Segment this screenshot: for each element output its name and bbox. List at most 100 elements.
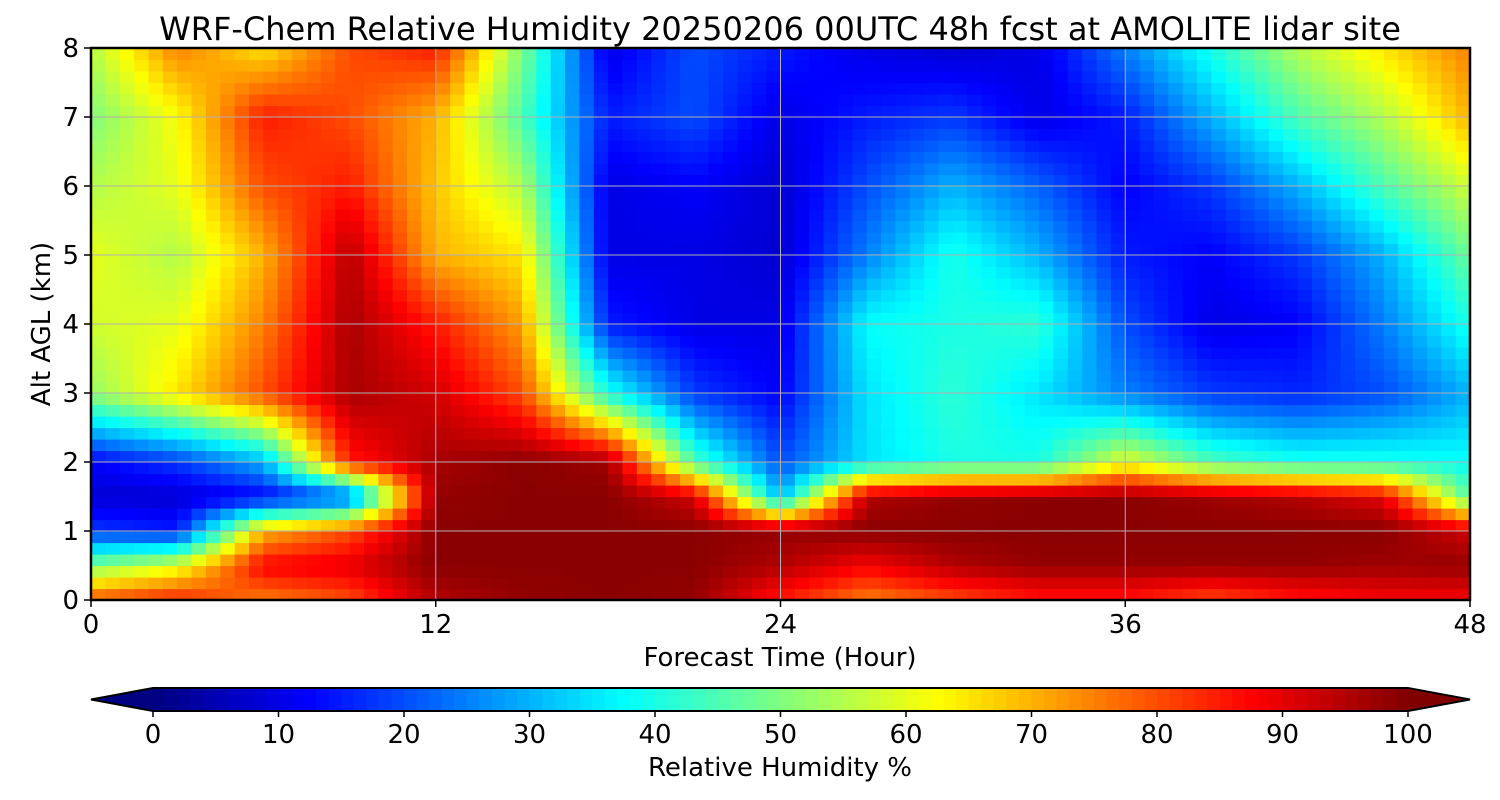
heatmap-cell [306, 48, 322, 61]
heatmap-cell [1039, 71, 1055, 84]
heatmap-cell [1455, 48, 1470, 61]
heatmap-cell [249, 393, 264, 406]
colorbar-tick-label: 60 [889, 720, 922, 750]
heatmap-cell [1039, 197, 1055, 210]
heatmap-cell [1398, 439, 1414, 452]
heatmap-cell [1283, 105, 1299, 118]
heatmap-cell [593, 508, 609, 521]
heatmap-cell [1067, 554, 1083, 567]
heatmap-cell [1383, 255, 1399, 268]
heatmap-cell [694, 565, 710, 578]
heatmap-cell [981, 565, 997, 578]
heatmap-cell [521, 243, 537, 256]
heatmap-cell [823, 220, 839, 233]
heatmap-cell [766, 105, 782, 118]
heatmap-cell [593, 278, 609, 291]
heatmap-cell [493, 335, 509, 348]
heatmap-cell [1082, 554, 1098, 567]
heatmap-cell [1211, 542, 1227, 555]
heatmap-cell [464, 174, 480, 187]
heatmap-cell [1355, 554, 1371, 567]
heatmap-cell [378, 496, 394, 509]
heatmap-cell [1225, 301, 1241, 314]
heatmap-cell [1225, 117, 1241, 130]
heatmap-cell [679, 347, 695, 360]
heatmap-cell [249, 335, 264, 348]
heatmap-cell [1398, 243, 1414, 256]
heatmap-cell [593, 531, 609, 544]
heatmap-cell [1412, 416, 1428, 429]
heatmap-cell [249, 312, 264, 325]
heatmap-cell [205, 312, 221, 325]
heatmap-cell [493, 255, 509, 268]
heatmap-cell [320, 335, 336, 348]
heatmap-cell [191, 577, 207, 590]
heatmap-cell [924, 554, 940, 567]
heatmap-cell [636, 335, 652, 348]
heatmap-cell [881, 232, 897, 245]
heatmap-cell [665, 266, 681, 279]
heatmap-cell [478, 128, 494, 141]
heatmap-cell [277, 565, 293, 578]
heatmap-cell [1455, 335, 1470, 348]
heatmap-cell [407, 255, 422, 268]
heatmap-cell [1139, 370, 1155, 383]
heatmap-cell [837, 508, 853, 521]
heatmap-cell [1110, 94, 1126, 107]
heatmap-cell [1240, 209, 1256, 222]
heatmap-cell [823, 324, 839, 337]
heatmap-cell [263, 197, 279, 210]
heatmap-cell [205, 393, 221, 406]
heatmap-cell [363, 554, 379, 567]
heatmap-cell [91, 565, 106, 578]
heatmap-cell [1153, 140, 1169, 153]
heatmap-cell [205, 220, 221, 233]
heatmap-cell [335, 370, 351, 383]
heatmap-cell [1311, 519, 1327, 532]
heatmap-cell [1010, 416, 1026, 429]
heatmap-cell [1197, 485, 1213, 498]
heatmap-cell [1010, 128, 1026, 141]
heatmap-cell [794, 59, 810, 72]
heatmap-cell [435, 220, 451, 233]
heatmap-cell [1268, 588, 1284, 600]
heatmap-cell [737, 485, 753, 498]
heatmap-cell [737, 186, 753, 199]
heatmap-cell [1225, 232, 1241, 245]
heatmap-cell [1412, 278, 1428, 291]
heatmap-cell [1240, 554, 1256, 567]
heatmap-cell [220, 347, 236, 360]
heatmap-cell [292, 197, 308, 210]
heatmap-cell [306, 531, 322, 544]
heatmap-cell [234, 220, 250, 233]
heatmap-cell [1053, 462, 1069, 475]
heatmap-cell [550, 577, 566, 590]
heatmap-cell [1182, 324, 1198, 337]
heatmap-cell [1067, 59, 1083, 72]
heatmap-cell [1426, 324, 1442, 337]
heatmap-cell [407, 508, 422, 521]
heatmap-cell [995, 565, 1011, 578]
heatmap-cell [1441, 588, 1457, 600]
heatmap-cell [651, 209, 667, 222]
heatmap-cell [1283, 358, 1299, 371]
heatmap-cell [493, 94, 509, 107]
heatmap-cell [881, 186, 897, 199]
heatmap-cell [378, 255, 394, 268]
heatmap-cell [1153, 209, 1169, 222]
heatmap-cell [1455, 312, 1470, 325]
heatmap-cell [363, 496, 379, 509]
heatmap-cell [1369, 82, 1385, 95]
heatmap-cell [780, 462, 796, 475]
heatmap-cell [1426, 59, 1442, 72]
heatmap-cell [1311, 381, 1327, 394]
heatmap-cell [1355, 370, 1371, 383]
heatmap-cell [234, 542, 250, 555]
heatmap-cell [967, 347, 983, 360]
heatmap-cell [1398, 59, 1414, 72]
heatmap-cell [105, 312, 121, 325]
heatmap-cell [205, 496, 221, 509]
heatmap-cell [1125, 370, 1141, 383]
heatmap-cell [1067, 335, 1083, 348]
heatmap-cell [1426, 554, 1442, 567]
